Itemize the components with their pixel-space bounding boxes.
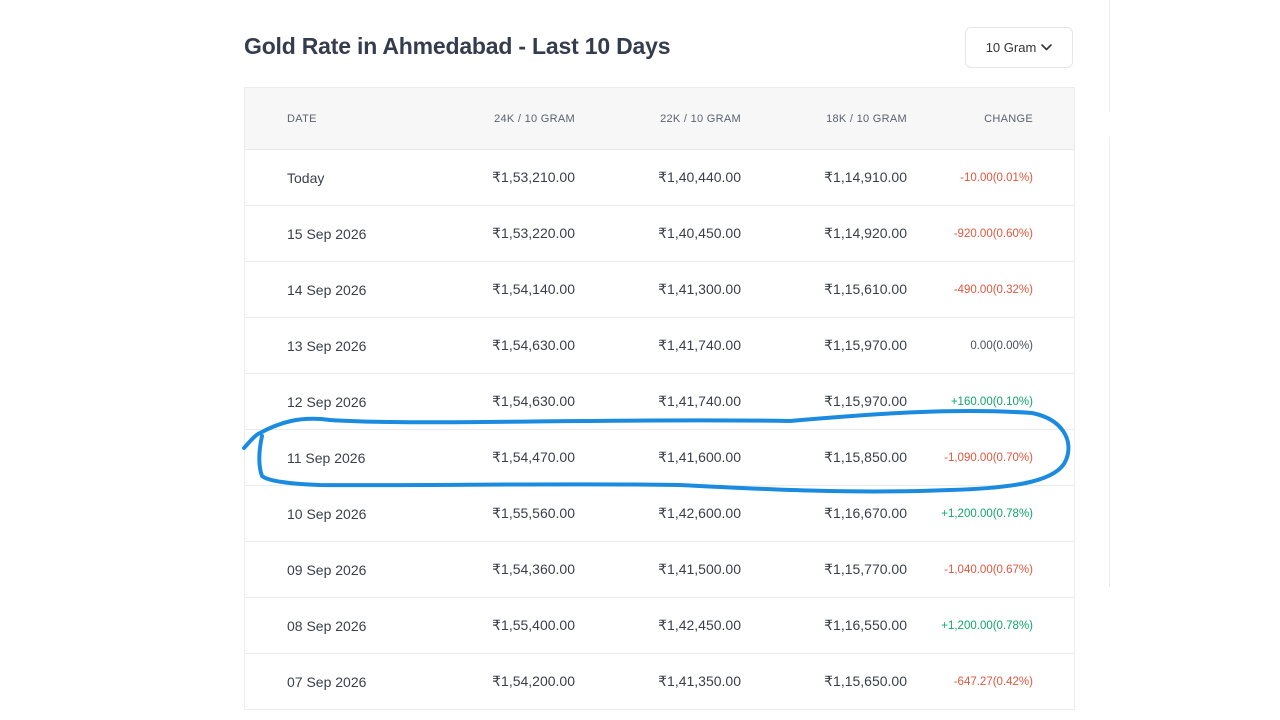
table-row: 09 Sep 2026 ₹1,54,360.00 ₹1,41,500.00 ₹1,15… bbox=[245, 542, 1074, 598]
row-24k-rate: ₹1,54,630.00 bbox=[492, 374, 575, 429]
row-18k-rate: ₹1,15,610.00 bbox=[824, 262, 907, 317]
table-row: 08 Sep 2026 ₹1,55,400.00 ₹1,42,450.00 ₹1,16… bbox=[245, 598, 1074, 654]
row-change: -1,090.00(0.70%) bbox=[944, 430, 1033, 485]
table-row: 10 Sep 2026 ₹1,55,560.00 ₹1,42,600.00 ₹1,16… bbox=[245, 486, 1074, 542]
row-22k-rate: ₹1,42,450.00 bbox=[658, 598, 741, 653]
row-date: 15 Sep 2026 bbox=[287, 206, 366, 261]
row-18k-rate: ₹1,15,650.00 bbox=[824, 654, 907, 709]
row-date: 14 Sep 2026 bbox=[287, 262, 366, 317]
row-18k-rate: ₹1,15,770.00 bbox=[824, 542, 907, 597]
row-24k-rate: ₹1,54,360.00 bbox=[492, 542, 575, 597]
row-22k-rate: ₹1,41,350.00 bbox=[658, 654, 741, 709]
row-24k-rate: ₹1,55,560.00 bbox=[492, 486, 575, 541]
row-24k-rate: ₹1,54,200.00 bbox=[492, 654, 575, 709]
row-change: +1,200.00(0.78%) bbox=[941, 598, 1033, 653]
row-18k-rate: ₹1,15,850.00 bbox=[824, 430, 907, 485]
header-18k: 18K / 10 GRAM bbox=[826, 88, 907, 149]
row-18k-rate: ₹1,15,970.00 bbox=[824, 318, 907, 373]
header-change: CHANGE bbox=[984, 88, 1033, 149]
row-18k-rate: ₹1,16,670.00 bbox=[824, 486, 907, 541]
row-18k-rate: ₹1,14,910.00 bbox=[824, 150, 907, 205]
page-title: Gold Rate in Ahmedabad - Last 10 Days bbox=[244, 33, 670, 60]
row-date: 09 Sep 2026 bbox=[287, 542, 366, 597]
row-24k-rate: ₹1,54,140.00 bbox=[492, 262, 575, 317]
table-row: 13 Sep 2026 ₹1,54,630.00 ₹1,41,740.00 ₹1,15… bbox=[245, 318, 1074, 374]
row-22k-rate: ₹1,41,740.00 bbox=[658, 374, 741, 429]
side-divider-bottom bbox=[1109, 137, 1110, 587]
row-18k-rate: ₹1,14,920.00 bbox=[824, 206, 907, 261]
row-change: -647.27(0.42%) bbox=[954, 654, 1033, 709]
row-22k-rate: ₹1,42,600.00 bbox=[658, 486, 741, 541]
row-24k-rate: ₹1,54,470.00 bbox=[492, 430, 575, 485]
row-22k-rate: ₹1,40,440.00 bbox=[658, 150, 741, 205]
row-date: 10 Sep 2026 bbox=[287, 486, 366, 541]
row-change: +1,200.00(0.78%) bbox=[941, 486, 1033, 541]
table-row: Today ₹1,53,210.00 ₹1,40,440.00 ₹1,14,910.0… bbox=[245, 150, 1074, 206]
row-change: -1,040.00(0.67%) bbox=[944, 542, 1033, 597]
header-24k: 24K / 10 GRAM bbox=[494, 88, 575, 149]
table-body: Today ₹1,53,210.00 ₹1,40,440.00 ₹1,14,910.0… bbox=[245, 150, 1074, 709]
table-header-row: DATE 24K / 10 GRAM 22K / 10 GRAM 18K / 1… bbox=[245, 88, 1074, 150]
row-22k-rate: ₹1,41,300.00 bbox=[658, 262, 741, 317]
unit-dropdown[interactable]: 10 Gram bbox=[965, 27, 1073, 68]
row-date: 08 Sep 2026 bbox=[287, 598, 366, 653]
header-22k: 22K / 10 GRAM bbox=[660, 88, 741, 149]
table-row: 15 Sep 2026 ₹1,53,220.00 ₹1,40,450.00 ₹1,14… bbox=[245, 206, 1074, 262]
row-change: +160.00(0.10%) bbox=[951, 374, 1033, 429]
row-date: Today bbox=[287, 150, 324, 205]
row-date: 13 Sep 2026 bbox=[287, 318, 366, 373]
chevron-down-icon bbox=[1041, 44, 1052, 51]
row-date: 11 Sep 2026 bbox=[287, 430, 365, 485]
row-22k-rate: ₹1,40,450.00 bbox=[658, 206, 741, 261]
row-24k-rate: ₹1,54,630.00 bbox=[492, 318, 575, 373]
row-change: 0.00(0.00%) bbox=[970, 318, 1033, 373]
row-date: 12 Sep 2026 bbox=[287, 374, 366, 429]
row-24k-rate: ₹1,53,210.00 bbox=[492, 150, 575, 205]
table-row: 14 Sep 2026 ₹1,54,140.00 ₹1,41,300.00 ₹1,15… bbox=[245, 262, 1074, 318]
row-22k-rate: ₹1,41,500.00 bbox=[658, 542, 741, 597]
row-18k-rate: ₹1,16,550.00 bbox=[824, 598, 907, 653]
row-24k-rate: ₹1,53,220.00 bbox=[492, 206, 575, 261]
row-22k-rate: ₹1,41,600.00 bbox=[658, 430, 741, 485]
row-24k-rate: ₹1,55,400.00 bbox=[492, 598, 575, 653]
unit-dropdown-value: 10 Gram bbox=[986, 40, 1037, 55]
row-date: 07 Sep 2026 bbox=[287, 654, 366, 709]
row-18k-rate: ₹1,15,970.00 bbox=[824, 374, 907, 429]
side-divider-top bbox=[1109, 0, 1110, 112]
gold-rate-table: DATE 24K / 10 GRAM 22K / 10 GRAM 18K / 1… bbox=[244, 87, 1075, 710]
table-row: 07 Sep 2026 ₹1,54,200.00 ₹1,41,350.00 ₹1,15… bbox=[245, 654, 1074, 709]
table-row: 12 Sep 2026 ₹1,54,630.00 ₹1,41,740.00 ₹1,15… bbox=[245, 374, 1074, 430]
row-22k-rate: ₹1,41,740.00 bbox=[658, 318, 741, 373]
row-change: -490.00(0.32%) bbox=[954, 262, 1033, 317]
row-change: -10.00(0.01%) bbox=[960, 150, 1033, 205]
row-change: -920.00(0.60%) bbox=[954, 206, 1033, 261]
table-row: 11 Sep 2026 ₹1,54,470.00 ₹1,41,600.00 ₹1,15… bbox=[245, 430, 1074, 486]
header-date: DATE bbox=[287, 88, 317, 149]
